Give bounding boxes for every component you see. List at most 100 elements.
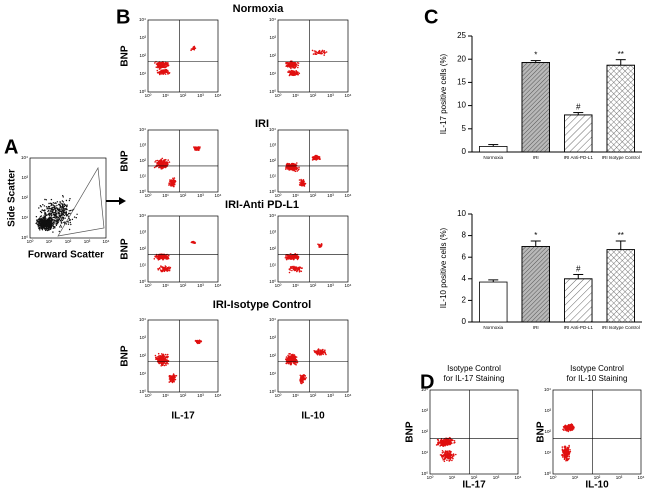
flow-dot [75, 217, 78, 219]
flow-dot [49, 213, 52, 215]
flow-dot [69, 209, 72, 212]
flow-dot [568, 450, 570, 453]
flow-dot [318, 352, 321, 355]
flow-dot [153, 258, 156, 260]
flow-dot [446, 442, 449, 445]
flow-dot [162, 354, 165, 356]
flow-dot [160, 362, 162, 365]
axis-label: IL-17 [462, 480, 486, 491]
flow-dot [164, 255, 167, 257]
flow-dot [318, 246, 320, 248]
flow-dot [39, 210, 42, 213]
flow-tick-label: 10⁰ [275, 93, 282, 98]
y-tick-label: 6 [462, 252, 467, 261]
flow-dot [44, 211, 46, 213]
flow-dot [160, 161, 162, 164]
flow-dot [60, 214, 63, 217]
flow-tick-label: 10¹ [544, 450, 551, 455]
flow-dot [318, 50, 321, 52]
flow-tick-label: 10³ [84, 239, 91, 244]
flow-dot [303, 185, 306, 187]
flow-dot [48, 216, 50, 219]
flow-dot [294, 357, 297, 360]
flow-dot [285, 61, 287, 64]
flow-dot [60, 218, 63, 220]
flow-dot [156, 356, 159, 358]
flow-dot [156, 257, 158, 259]
flow-dot [321, 52, 323, 54]
flow-dot [197, 146, 200, 148]
flow-dot [53, 213, 55, 216]
flow-tick-label: 10³ [139, 335, 146, 340]
flow-dot [45, 217, 47, 220]
flow-dot [439, 445, 441, 447]
axis-label: BNP [120, 238, 131, 259]
flow-tick-label: 10¹ [449, 475, 456, 480]
flow-dot [166, 356, 169, 358]
flow-dot [197, 147, 200, 150]
flow-dot [61, 209, 64, 211]
flow-dot [160, 356, 162, 359]
flow-dot [54, 208, 56, 210]
flow-tick-label: 10⁰ [139, 279, 146, 284]
flow-dot [296, 258, 299, 261]
flow-dot [443, 460, 446, 463]
flow-dot [300, 270, 303, 273]
annotation: # [576, 265, 581, 274]
flow-dot [291, 354, 294, 356]
flow-dot [448, 459, 451, 462]
flow-dot [571, 425, 573, 427]
flow-dot [296, 162, 298, 164]
flow-tick-label: 10⁴ [215, 93, 222, 98]
flow-dot [292, 258, 295, 261]
flow-dot [198, 341, 200, 344]
flow-dot [296, 170, 299, 172]
flow-dot [573, 426, 575, 429]
flow-dot [290, 361, 292, 364]
flow-dot [50, 212, 53, 215]
flow-dot [56, 223, 59, 225]
flow-tick-label: 10³ [197, 393, 204, 398]
flow-tick-label: 10⁰ [145, 283, 152, 288]
flow-dot [301, 377, 303, 380]
flow-tick-label: 10¹ [292, 193, 299, 198]
flow-dot [50, 204, 53, 206]
flow-tick-label: 10⁰ [427, 475, 434, 480]
x-tick-label: IRI Isotype Control [602, 155, 640, 160]
flow-dot [165, 362, 167, 365]
flow-tick-label: 10² [139, 53, 146, 58]
panel-label: B [116, 6, 130, 28]
flow-dot [161, 162, 164, 164]
flow-dot [286, 256, 288, 259]
flow-dot [61, 206, 63, 208]
flow-dot [565, 448, 568, 451]
flow-dot [157, 256, 160, 259]
flow-dot [60, 216, 62, 218]
flow-dot [568, 453, 570, 456]
flow-dot [449, 453, 451, 455]
flow-dot [51, 214, 53, 217]
flow-dot [299, 374, 302, 377]
plot-title: Isotype Control [447, 364, 501, 373]
flow-dot [290, 363, 292, 366]
flow-dot [46, 223, 49, 225]
flow-dot [165, 255, 168, 258]
flow-tick-label: 10⁴ [215, 193, 222, 198]
flow-dot [43, 227, 45, 229]
flow-dot [46, 207, 49, 209]
flow-tick-label: 10³ [269, 35, 276, 40]
axis-label: Side Scatter [7, 169, 18, 227]
flow-dot [311, 159, 314, 161]
y-tick-label: 10 [457, 209, 466, 218]
flow-dot [291, 64, 294, 67]
flow-dot [39, 217, 41, 219]
flow-dot [172, 184, 174, 186]
flow-dot [158, 163, 160, 166]
flow-dot [55, 213, 57, 215]
flow-dot [63, 203, 65, 205]
flow-dot [46, 225, 48, 227]
flow-dot [156, 69, 159, 72]
flow-dot [445, 455, 448, 457]
flow-dot [295, 356, 298, 358]
flow-dot [323, 54, 326, 56]
